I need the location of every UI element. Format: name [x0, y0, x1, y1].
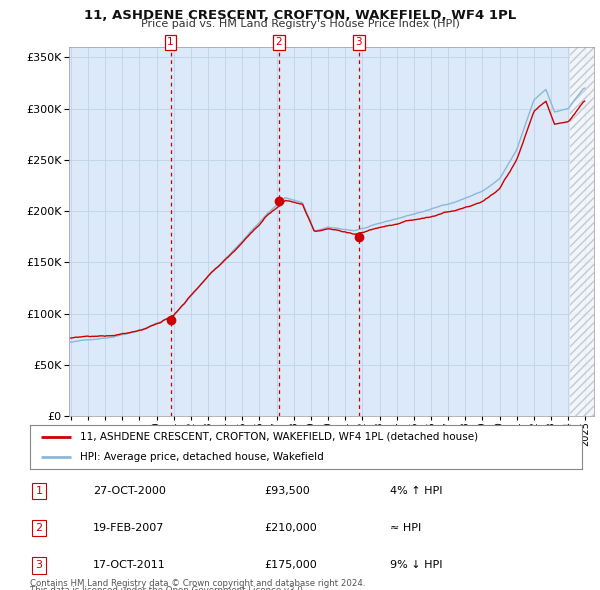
Text: 4% ↑ HPI: 4% ↑ HPI [390, 486, 443, 496]
Text: 11, ASHDENE CRESCENT, CROFTON, WAKEFIELD, WF4 1PL (detached house): 11, ASHDENE CRESCENT, CROFTON, WAKEFIELD… [80, 432, 478, 442]
Text: 1: 1 [167, 37, 174, 47]
Bar [570, 47, 594, 416]
Text: This data is licensed under the Open Government Licence v3.0.: This data is licensed under the Open Gov… [30, 586, 305, 590]
Text: 11, ASHDENE CRESCENT, CROFTON, WAKEFIELD, WF4 1PL: 11, ASHDENE CRESCENT, CROFTON, WAKEFIELD… [84, 9, 516, 22]
Text: 1: 1 [35, 486, 43, 496]
Text: 2: 2 [35, 523, 43, 533]
Text: £93,500: £93,500 [264, 486, 310, 496]
Text: £210,000: £210,000 [264, 523, 317, 533]
Text: ≈ HPI: ≈ HPI [390, 523, 421, 533]
Text: 27-OCT-2000: 27-OCT-2000 [93, 486, 166, 496]
Text: HPI: Average price, detached house, Wakefield: HPI: Average price, detached house, Wake… [80, 452, 323, 461]
Bar [570, 47, 594, 416]
Text: Price paid vs. HM Land Registry's House Price Index (HPI): Price paid vs. HM Land Registry's House … [140, 19, 460, 30]
Text: 3: 3 [356, 37, 362, 47]
Text: 2: 2 [275, 37, 282, 47]
Text: 3: 3 [35, 560, 43, 570]
Text: 17-OCT-2011: 17-OCT-2011 [93, 560, 166, 570]
Bar [570, 47, 594, 416]
Text: £175,000: £175,000 [264, 560, 317, 570]
Text: 9% ↓ HPI: 9% ↓ HPI [390, 560, 443, 570]
Text: Contains HM Land Registry data © Crown copyright and database right 2024.: Contains HM Land Registry data © Crown c… [30, 579, 365, 588]
Text: 19-FEB-2007: 19-FEB-2007 [93, 523, 164, 533]
